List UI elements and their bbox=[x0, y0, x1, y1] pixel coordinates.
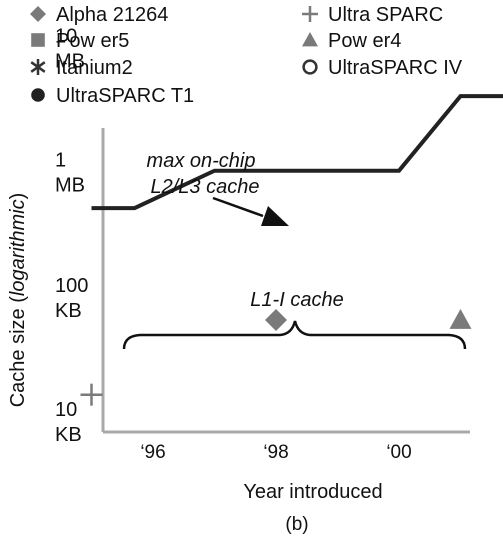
legend-label-power4: Pow er4 bbox=[328, 30, 401, 52]
legend-marker-ultrasparc-t1 bbox=[31, 88, 45, 102]
y-axis-label: Cache size (logarithmic) bbox=[7, 193, 29, 408]
legend-item-alpha-21264: Alpha 21264 bbox=[30, 4, 168, 26]
l2-l3-cache-line bbox=[91, 94, 503, 211]
legend-label-power5: Pow er5 bbox=[56, 30, 129, 52]
y-axis-label-prefix: Cache size ( bbox=[7, 296, 29, 407]
point-power4 bbox=[449, 309, 472, 329]
legend-item-power4: Pow er4 bbox=[302, 30, 401, 52]
legend-marker-alpha-21264 bbox=[30, 6, 46, 22]
legend-label-ultra-sparc: Ultra SPARC bbox=[328, 4, 443, 26]
legend-marker-power5 bbox=[31, 33, 45, 47]
y-tick-label-0-value: 10 bbox=[55, 399, 77, 421]
legend-marker-itanium2 bbox=[30, 59, 46, 75]
y-tick-label-1-value: 100 bbox=[55, 275, 88, 297]
l1-cache-points bbox=[80, 309, 472, 406]
legend-label-alpha-21264: Alpha 21264 bbox=[56, 4, 168, 26]
x-tick-label-1: ‘98 bbox=[263, 442, 288, 463]
l1-annotation: L1-I cache bbox=[250, 289, 343, 311]
point-alpha-21264 bbox=[265, 309, 287, 332]
y-tick-label-1-unit: KB bbox=[55, 300, 82, 322]
subfigure-label: (b) bbox=[285, 514, 308, 535]
legend-item-ultrasparc-iv: UltraSPARC IV bbox=[302, 57, 463, 79]
legend-marker-power4 bbox=[302, 32, 318, 47]
y-tick-labels: 10 KB 100 KB 1 MB 10 MB bbox=[55, 26, 88, 446]
y-tick-label-3-unit: MB bbox=[55, 51, 85, 73]
x-axis-label: Year introduced bbox=[243, 481, 382, 503]
legend-marker-ultrasparc-iv bbox=[302, 59, 318, 75]
y-tick-label-3-value: 10 bbox=[55, 26, 77, 48]
legend-label-ultrasparc-t1: UltraSPARC T1 bbox=[56, 85, 194, 107]
legend: Alpha 21264 Ultra SPARC Pow er5 Pow er4 Itan… bbox=[30, 4, 463, 107]
l1-brace bbox=[122, 320, 467, 350]
legend-label-ultrasparc-iv: UltraSPARC IV bbox=[328, 57, 463, 79]
annotation-arrow bbox=[212, 196, 289, 226]
point-ultra-sparc bbox=[80, 383, 103, 406]
l2-annotation-line1: max on-chip bbox=[147, 150, 256, 172]
y-axis-label-suffix: ) bbox=[7, 193, 29, 200]
legend-marker-ultra-sparc bbox=[302, 6, 318, 22]
legend-item-ultrasparc-t1: UltraSPARC T1 bbox=[31, 85, 194, 107]
x-tick-label-0: ‘96 bbox=[140, 442, 165, 463]
x-tick-label-2: ‘00 bbox=[386, 442, 411, 463]
x-tick-labels: ‘96‘98‘00‘02‘04‘06 bbox=[140, 442, 411, 463]
legend-item-ultra-sparc: Ultra SPARC bbox=[302, 4, 443, 26]
legend-label-itanium2: Itanium2 bbox=[56, 57, 133, 79]
y-tick-label-2-unit: MB bbox=[55, 175, 85, 197]
y-tick-label-0-unit: KB bbox=[55, 424, 82, 446]
legend-item-itanium2: Itanium2 bbox=[30, 57, 133, 79]
y-axis-label-italic: logarithmic bbox=[7, 199, 29, 296]
legend-item-power5: Pow er5 bbox=[31, 30, 129, 52]
y-tick-label-2-value: 1 bbox=[55, 150, 66, 172]
l2-annotation-line2: L2/L3 cache bbox=[151, 176, 260, 198]
